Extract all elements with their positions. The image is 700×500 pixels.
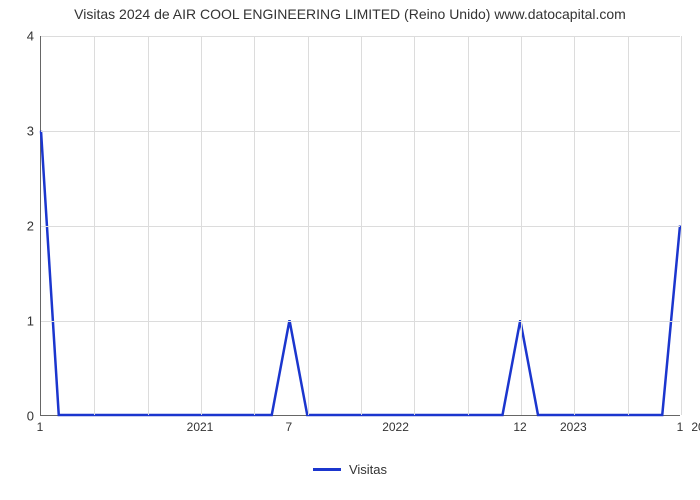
vgrid-line <box>414 36 415 415</box>
y-tick-label: 2 <box>10 219 34 234</box>
vgrid-line <box>628 36 629 415</box>
x-tick-label: 12 <box>513 420 526 434</box>
y-tick-label: 1 <box>10 314 34 329</box>
plot-area <box>40 36 680 416</box>
x-tick-label: 1 <box>37 420 44 434</box>
x-tick-label: 1 <box>677 420 684 434</box>
vgrid-line <box>468 36 469 415</box>
vgrid-line <box>574 36 575 415</box>
legend-swatch <box>313 468 341 471</box>
chart-title: Visitas 2024 de AIR COOL ENGINEERING LIM… <box>74 6 626 22</box>
chart-container: 0123412021720221220231202 <box>10 26 690 456</box>
x-tick-label: 2021 <box>187 420 214 434</box>
legend: Visitas <box>313 462 387 477</box>
vgrid-line <box>521 36 522 415</box>
vgrid-line <box>681 36 682 415</box>
x-tick-label: 2023 <box>560 420 587 434</box>
vgrid-line <box>361 36 362 415</box>
x-tick-label: 202 <box>691 420 700 434</box>
vgrid-line <box>148 36 149 415</box>
x-tick-label: 2022 <box>382 420 409 434</box>
y-tick-label: 4 <box>10 29 34 44</box>
vgrid-line <box>308 36 309 415</box>
y-tick-label: 0 <box>10 409 34 424</box>
vgrid-line <box>94 36 95 415</box>
vgrid-line <box>254 36 255 415</box>
vgrid-line <box>201 36 202 415</box>
y-tick-label: 3 <box>10 124 34 139</box>
x-tick-label: 7 <box>286 420 293 434</box>
legend-label: Visitas <box>349 462 387 477</box>
